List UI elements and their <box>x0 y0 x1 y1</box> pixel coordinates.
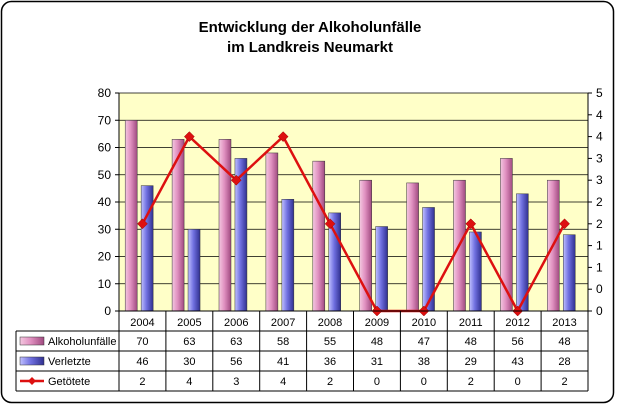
x-tick-label: 2013 <box>552 317 576 329</box>
table-cell: 0 <box>515 376 521 388</box>
table-cell: 47 <box>418 336 430 348</box>
point-Getötete-2007 <box>277 131 289 142</box>
x-tick-label: 2011 <box>459 317 483 329</box>
table-cell: 2 <box>468 376 474 388</box>
x-tick-label: 2010 <box>412 317 436 329</box>
y2-tick-label: 3 <box>596 173 603 187</box>
y2-tick-label: 0 <box>596 282 603 296</box>
table-cell: 28 <box>558 356 570 368</box>
y2-tick-label: 5 <box>596 86 603 100</box>
bar-Alkoholunfälle-2008 <box>312 160 326 312</box>
point-Getötete-2004 <box>137 218 148 230</box>
y-tick-label: 70 <box>98 113 112 127</box>
chart-title-line1: Entwicklung der Alkoholunfälle <box>199 19 422 36</box>
y-axis-right-ticks: 0 0 1 1 2 2 3 3 4 4 5 <box>588 86 603 318</box>
table-cell: 63 <box>183 336 195 348</box>
y-tick-label: 20 <box>98 250 112 264</box>
bar-Verletzte-2009 <box>375 226 388 312</box>
x-tick-label: 2004 <box>130 317 154 329</box>
table-cell: 38 <box>418 356 430 368</box>
table-cell: 3 <box>233 376 239 388</box>
x-tick-label: 2005 <box>177 317 201 329</box>
x-tick-label: 2008 <box>318 317 342 329</box>
point-Getötete-2013 <box>559 218 570 230</box>
bar-Alkoholunfälle-2007 <box>265 152 279 312</box>
legend-label-Getötete: Getötete <box>48 376 90 388</box>
data-table: 2004 2005 2006 2007 2008 2009 2010 2011 2012 2013… <box>15 311 589 392</box>
point-Getötete-2006 <box>230 174 242 186</box>
bar-Verletzte-2007 <box>281 199 295 312</box>
table-cell: 31 <box>371 356 383 368</box>
y-tick-label: 30 <box>98 222 112 236</box>
table-cell: 58 <box>277 336 289 348</box>
table-cell: 46 <box>136 356 148 368</box>
table-cell: 0 <box>421 376 427 388</box>
y2-tick-label: 2 <box>596 217 603 231</box>
bar-Verletzte-2005 <box>187 229 201 312</box>
table-cell: 4 <box>280 376 286 388</box>
table-cell: 41 <box>277 356 289 368</box>
table-cell: 48 <box>465 336 477 348</box>
table-cell: 29 <box>465 356 477 368</box>
legend-label-Verletzte: Verletzte <box>48 356 91 368</box>
legend-key-marker <box>28 377 36 385</box>
x-tick-label: 2007 <box>271 317 295 329</box>
table-cell: 0 <box>374 376 380 388</box>
y2-tick-label: 4 <box>596 108 603 122</box>
legend-key-Verletzte <box>19 356 45 366</box>
table-cell: 2 <box>139 376 145 388</box>
y-tick-label: 0 <box>104 304 111 318</box>
y2-tick-label: 2 <box>596 195 603 209</box>
chart-title-line2: im Landkreis Neumarkt <box>227 39 393 56</box>
y2-tick-label: 0 <box>596 304 603 318</box>
y-tick-label: 80 <box>98 86 112 100</box>
line-Getötete <box>141 135 566 313</box>
bar-Alkoholunfälle-2004 <box>124 120 138 312</box>
y-tick-label: 60 <box>98 141 112 155</box>
y-tick-label: 40 <box>98 195 112 209</box>
bar-Alkoholunfälle-2010 <box>406 182 419 312</box>
table-cell: 30 <box>183 356 195 368</box>
y2-tick-label: 3 <box>596 151 603 165</box>
legend-key-Alkoholunfälle <box>19 336 45 346</box>
y-tick-label: 10 <box>98 277 112 291</box>
table-cell: 56 <box>512 336 524 348</box>
bar-Verletzte-2011 <box>469 231 482 312</box>
table-cell: 55 <box>324 336 336 348</box>
y2-tick-label: 1 <box>596 239 603 253</box>
table-cell: 70 <box>136 336 148 348</box>
table-cell: 48 <box>371 336 383 348</box>
y-axis-left-ticks: 0 10 20 30 40 50 60 70 80 <box>98 86 119 318</box>
bar-Verletzte-2004 <box>140 185 154 312</box>
bar-Verletzte-2013 <box>562 234 576 312</box>
x-tick-label: 2012 <box>505 317 529 329</box>
table-cell: 2 <box>561 376 567 388</box>
table-cell: 48 <box>558 336 570 348</box>
table-cell: 2 <box>327 376 333 388</box>
y2-tick-label: 4 <box>596 130 603 144</box>
table-cell: 4 <box>186 376 192 388</box>
y2-tick-label: 1 <box>596 260 603 274</box>
legend-label-Alkoholunfälle: Alkoholunfälle <box>48 336 117 348</box>
table-cell: 56 <box>230 356 242 368</box>
table-cell: 43 <box>512 356 524 368</box>
table-cell: 63 <box>230 336 242 348</box>
point-Getötete-2008 <box>324 218 336 230</box>
point-Getötete-2011 <box>465 218 477 230</box>
x-tick-label: 2009 <box>365 317 389 329</box>
x-tick-label: 2006 <box>224 317 248 329</box>
table-cell: 36 <box>324 356 336 368</box>
point-Getötete-2005 <box>183 131 195 142</box>
y-tick-label: 50 <box>98 168 112 182</box>
line-series <box>137 131 570 317</box>
